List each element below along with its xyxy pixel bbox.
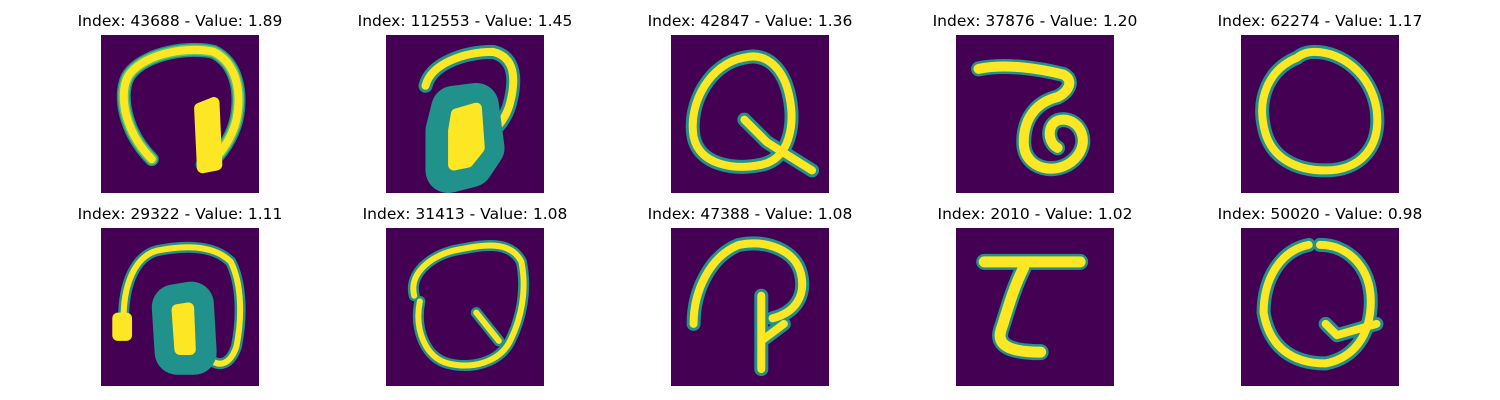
glyph-strokes <box>1264 245 1377 364</box>
panel-4: Index: 37876 - Value: 1.20 <box>905 11 1165 201</box>
digit-image <box>956 228 1114 386</box>
panel-6: Index: 29322 - Value: 1.11 <box>50 204 310 394</box>
panel-title: Index: 47388 - Value: 1.08 <box>647 205 853 223</box>
panel-title: Index: 62274 - Value: 1.17 <box>1217 12 1423 30</box>
glyph-strokes <box>979 67 1083 169</box>
glyph-strokes <box>118 247 240 363</box>
glyph-strokes <box>426 52 514 193</box>
digit-image <box>956 35 1114 193</box>
panel-5: Index: 62274 - Value: 1.17 <box>1190 11 1450 201</box>
glyph-strokes <box>124 50 239 168</box>
digit-image <box>1241 35 1399 193</box>
glyph-strokes <box>1262 52 1377 171</box>
panel-10: Index: 50020 - Value: 0.98 <box>1190 204 1450 394</box>
digit-image <box>671 228 829 386</box>
panel-title: Index: 31413 - Value: 1.08 <box>362 205 568 223</box>
panel-1: Index: 43688 - Value: 1.89 <box>50 11 310 201</box>
glyph-strokes <box>413 246 523 366</box>
digit-image <box>671 35 829 193</box>
digit-image <box>1241 228 1399 386</box>
panel-title: Index: 2010 - Value: 1.02 <box>937 205 1133 223</box>
glyph-strokes <box>694 243 803 369</box>
digit-image <box>386 35 544 193</box>
panel-title: Index: 112553 - Value: 1.45 <box>357 12 573 30</box>
panel-7: Index: 31413 - Value: 1.08 <box>335 204 595 394</box>
panel-8: Index: 47388 - Value: 1.08 <box>620 204 880 394</box>
panel-3: Index: 42847 - Value: 1.36 <box>620 11 880 201</box>
panel-title: Index: 42847 - Value: 1.36 <box>647 12 853 30</box>
glyph-strokes <box>693 56 812 170</box>
panel-title: Index: 29322 - Value: 1.11 <box>77 205 283 223</box>
panel-title: Index: 50020 - Value: 0.98 <box>1217 205 1423 223</box>
panel-title: Index: 43688 - Value: 1.89 <box>77 12 283 30</box>
panel-9: Index: 2010 - Value: 1.02 <box>905 204 1165 394</box>
panel-2: Index: 112553 - Value: 1.45 <box>335 11 595 201</box>
digit-image <box>386 228 544 386</box>
digit-image <box>101 35 259 193</box>
digit-image <box>101 228 259 386</box>
panel-title: Index: 37876 - Value: 1.20 <box>932 12 1138 30</box>
glyph-strokes <box>984 262 1080 352</box>
